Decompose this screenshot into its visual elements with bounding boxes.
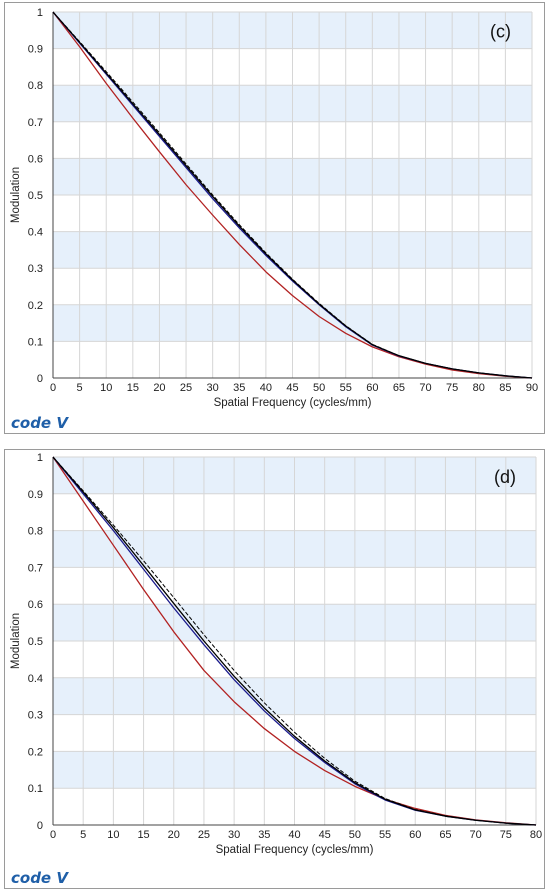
y-tick-label: 0	[37, 373, 43, 385]
y-tick-label: 0.2	[28, 300, 43, 312]
x-tick-label: 25	[180, 382, 192, 394]
y-tick-label: 1	[37, 7, 43, 19]
x-tick-label: 10	[107, 829, 119, 841]
series-group	[52, 11, 533, 379]
panel-annotation: (c)	[490, 22, 511, 42]
series-group	[52, 456, 537, 826]
y-tick-label: 0.4	[28, 227, 43, 239]
x-tick-label: 60	[366, 382, 378, 394]
x-tick-label: 55	[379, 829, 391, 841]
chart-panel-c: 0 5 10 15 20 25 30 35 40 45 50 55 60 65 70 75 80 85 90 0 0.1…	[4, 2, 545, 434]
y-tick-label: 0.3	[28, 710, 43, 722]
x-tick-label: 45	[319, 829, 331, 841]
grid-lines	[52, 11, 533, 379]
x-tick-label: 45	[286, 382, 298, 394]
series-line-1	[52, 11, 533, 379]
y-tick-label: 0.3	[28, 263, 43, 275]
x-tick-label: 80	[473, 382, 485, 394]
mtf-chart-c: 0 5 10 15 20 25 30 35 40 45 50 55 60 65 70 75 80 85 90 0 0.1…	[10, 7, 538, 432]
codev-logo: code V	[11, 414, 69, 432]
x-tick-label: 0	[50, 829, 56, 841]
x-tick-label: 70	[470, 829, 482, 841]
x-tick-label: 75	[500, 829, 512, 841]
x-tick-label: 50	[349, 829, 361, 841]
x-tick-label: 70	[419, 382, 431, 394]
x-tick-label: 90	[526, 382, 538, 394]
panel-annotation: (d)	[494, 467, 516, 487]
x-tick-label: 60	[409, 829, 421, 841]
x-axis-label: Spatial Frequency (cycles/mm)	[216, 844, 374, 856]
chart-panel-d: 0 5 10 15 20 25 30 35 40 45 50 55 60 65 70 75 80 0 0.1 0.2 0…	[4, 449, 545, 889]
x-tick-label: 15	[137, 829, 149, 841]
series-line-4	[52, 11, 533, 379]
y-tick-label: 0.5	[28, 636, 43, 648]
y-tick-label: 0.5	[28, 190, 43, 202]
x-tick-label: 35	[258, 829, 270, 841]
y-tick-label: 0.2	[28, 746, 43, 758]
grid-lines	[52, 456, 537, 826]
y-tick-label: 0.1	[28, 336, 43, 348]
y-tick-label: 0.8	[28, 526, 43, 538]
y-tick-label: 1	[37, 452, 43, 464]
y-tick-label: 0.9	[28, 489, 43, 501]
x-tick-label: 75	[446, 382, 458, 394]
y-tick-label: 0.4	[28, 673, 43, 685]
x-tick-label: 50	[313, 382, 325, 394]
y-tick-label: 0.1	[28, 783, 43, 795]
y-axis-label: Modulation	[10, 613, 22, 669]
x-tick-label: 30	[207, 382, 219, 394]
y-tick-label: 0.8	[28, 80, 43, 92]
x-tick-label: 55	[340, 382, 352, 394]
x-tick-label: 15	[127, 382, 139, 394]
x-tick-label: 0	[50, 382, 56, 394]
y-tick-label: 0.6	[28, 153, 43, 165]
y-tick-label: 0	[37, 820, 43, 832]
series-line-4	[52, 456, 537, 826]
x-tick-label: 25	[198, 829, 210, 841]
x-tick-label: 35	[233, 382, 245, 394]
x-tick-label: 65	[439, 829, 451, 841]
codev-logo: code V	[11, 869, 69, 887]
x-tick-label: 30	[228, 829, 240, 841]
y-tick-label: 0.7	[28, 562, 43, 574]
y-tick-label: 0.7	[28, 117, 43, 129]
x-tick-label: 10	[100, 382, 112, 394]
y-tick-label: 0.6	[28, 599, 43, 611]
mtf-chart-d: 0 5 10 15 20 25 30 35 40 45 50 55 60 65 70 75 80 0 0.1 0.2 0…	[10, 452, 542, 887]
x-tick-label: 80	[530, 829, 542, 841]
x-tick-label: 20	[168, 829, 180, 841]
x-tick-label: 40	[260, 382, 272, 394]
x-tick-label: 65	[393, 382, 405, 394]
series-line-3	[52, 11, 533, 379]
y-tick-label: 0.9	[28, 44, 43, 56]
x-tick-label: 5	[80, 829, 86, 841]
x-tick-label: 5	[77, 382, 83, 394]
x-axis-label: Spatial Frequency (cycles/mm)	[214, 397, 372, 409]
x-tick-label: 85	[499, 382, 511, 394]
y-axis-label: Modulation	[10, 167, 22, 223]
x-tick-label: 40	[288, 829, 300, 841]
x-tick-label: 20	[153, 382, 165, 394]
